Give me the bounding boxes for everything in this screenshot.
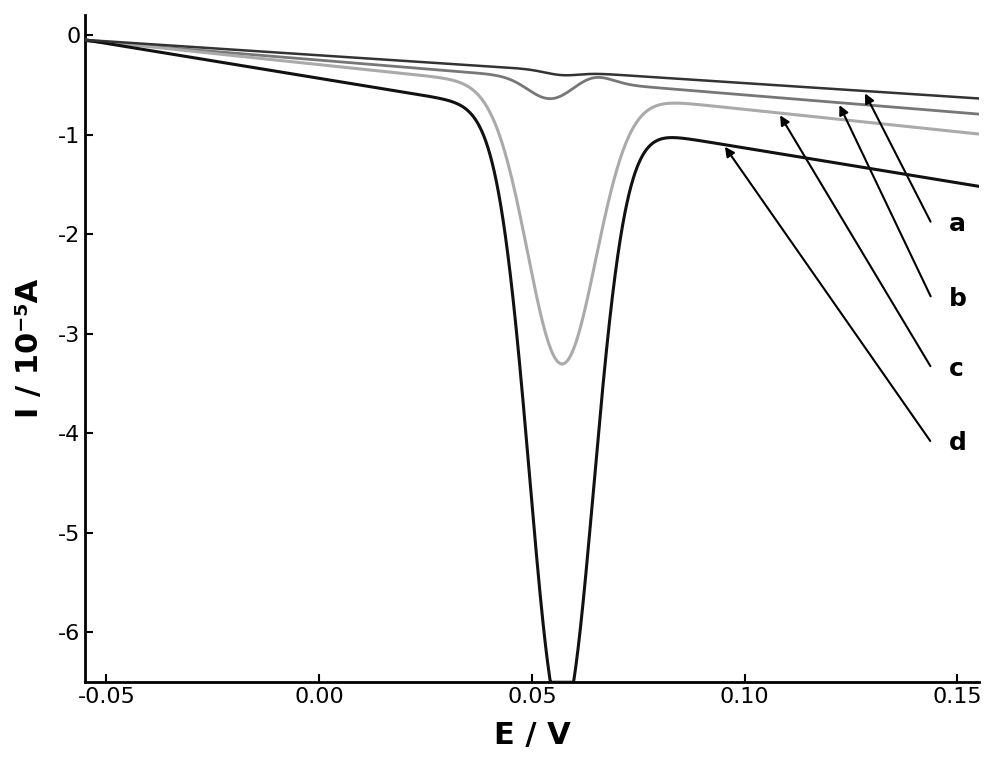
Text: b: b	[949, 287, 967, 311]
Text: c: c	[949, 356, 964, 380]
X-axis label: E / V: E / V	[494, 721, 570, 750]
Y-axis label: I / 10⁻⁵A: I / 10⁻⁵A	[15, 279, 44, 418]
Text: a: a	[949, 212, 966, 236]
Text: d: d	[949, 431, 967, 455]
